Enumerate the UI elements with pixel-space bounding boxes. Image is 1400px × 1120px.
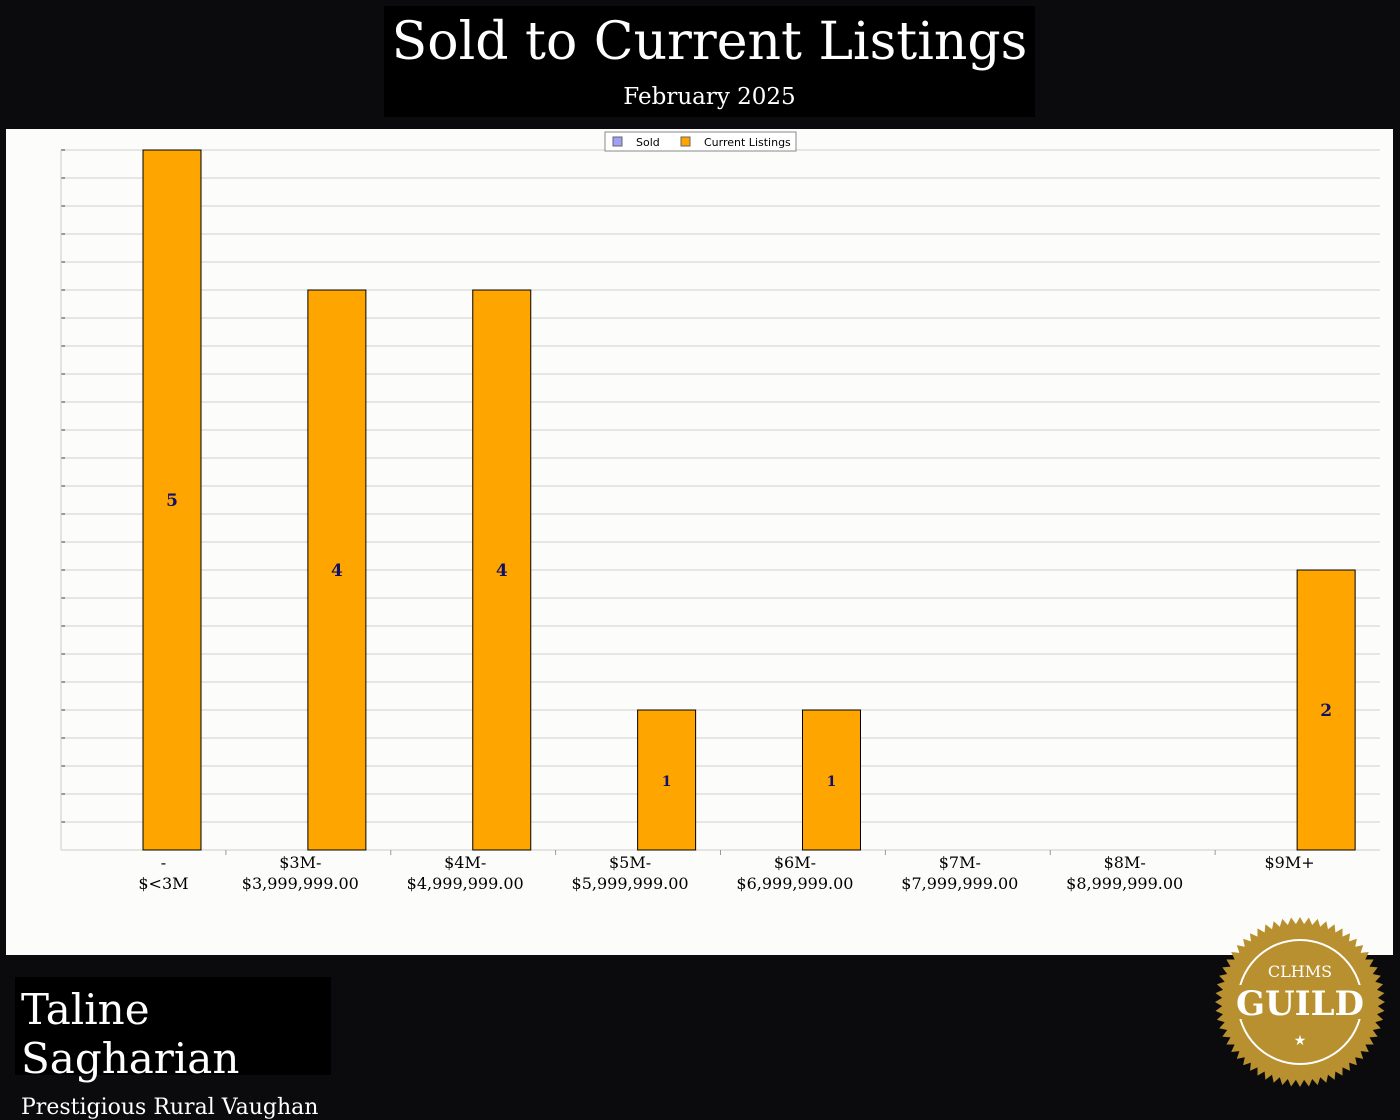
chart-subtitle: February 2025	[623, 84, 796, 110]
legend-label-sold: Sold	[636, 136, 660, 149]
x-tick-label: $7,999,999.00	[901, 874, 1018, 893]
data-label: 1	[827, 774, 837, 790]
legend-swatch-sold	[612, 136, 623, 147]
bar-current-listings	[472, 289, 532, 851]
bar-current-listings	[1296, 569, 1356, 851]
x-tick-label: $4,999,999.00	[407, 874, 524, 893]
x-tick-label: $8M-	[1104, 853, 1146, 872]
data-label: 1	[662, 774, 672, 790]
clhms-guild-seal-logo: CLHMS GUILD ★	[1215, 917, 1385, 1087]
x-tick-label: $3,999,999.00	[242, 874, 359, 893]
svg-text:★: ★	[1294, 1033, 1307, 1049]
x-tick-label: $6,999,999.00	[736, 874, 853, 893]
bar-current-listings	[307, 289, 367, 851]
x-tick-label: $3M-	[279, 853, 321, 872]
agent-name: Taline Sagharian	[21, 985, 240, 1083]
data-label: 4	[331, 561, 343, 581]
bar-current-listings	[637, 709, 697, 851]
data-label: 2	[1320, 701, 1332, 721]
x-tick-label: $4M-	[444, 853, 486, 872]
x-tick-label: -	[161, 853, 166, 872]
bar-current-listings	[802, 709, 861, 851]
title-box: Sold to Current Listings February 2025	[384, 6, 1035, 117]
x-tick-label: $7M-	[939, 853, 981, 872]
svg-text:CLHMS: CLHMS	[1268, 962, 1332, 981]
x-tick-label: $6M-	[774, 853, 816, 872]
legend-swatch-current	[680, 136, 691, 147]
agent-box: Taline Sagharian Prestigious Rural Vaugh…	[15, 977, 331, 1120]
x-tick-label: $5,999,999.00	[572, 874, 689, 893]
x-tick-label: $9M+	[1264, 853, 1314, 872]
data-label: 4	[496, 561, 508, 581]
x-tick-label: $<3M	[138, 874, 188, 893]
chart-title: Sold to Current Listings	[391, 12, 1028, 72]
bar-current-listings	[142, 149, 202, 851]
x-tick-label: $5M-	[609, 853, 651, 872]
legend-box	[604, 131, 797, 152]
x-tick-label: $8,999,999.00	[1066, 874, 1183, 893]
agent-area: Prestigious Rural Vaughan	[21, 1095, 319, 1120]
legend-label-current: Current Listings	[704, 136, 791, 149]
legend: Sold Current Listings	[604, 131, 797, 152]
data-label: 5	[166, 491, 178, 511]
svg-text:GUILD: GUILD	[1236, 984, 1364, 1024]
